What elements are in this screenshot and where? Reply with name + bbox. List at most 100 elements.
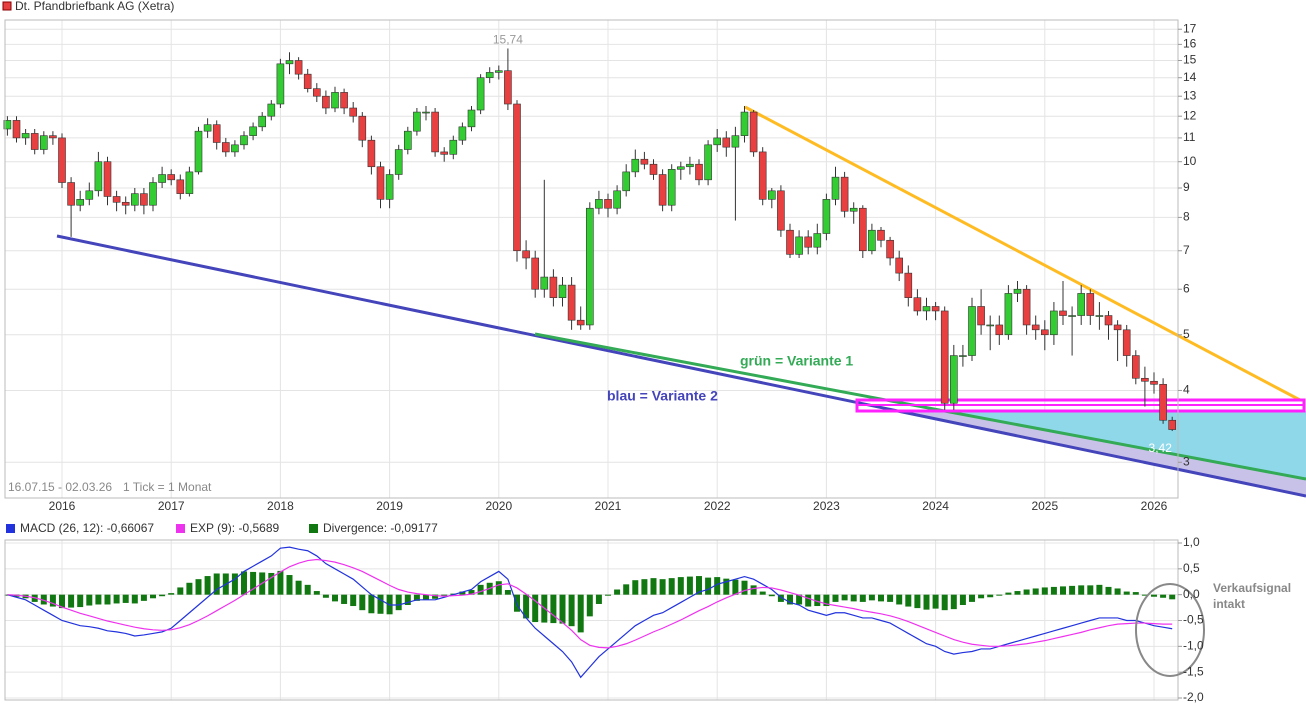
divergence-bar xyxy=(632,580,639,595)
candle-body xyxy=(695,163,703,181)
divergence-bar xyxy=(1078,585,1085,595)
legend-swatch xyxy=(309,524,318,533)
divergence-bar xyxy=(432,594,439,599)
candle-body xyxy=(30,133,39,150)
divergence-bar xyxy=(605,594,611,596)
divergence-bar xyxy=(332,594,338,602)
candle-body xyxy=(1132,355,1140,379)
candle-body xyxy=(349,107,358,117)
candle-body xyxy=(76,199,84,206)
candle-body xyxy=(476,77,485,111)
candle-body xyxy=(385,174,394,200)
divergence-bar xyxy=(468,590,475,595)
y-tick-label: 9 xyxy=(1183,180,1190,194)
divergence-bar xyxy=(559,594,566,624)
divergence-bar xyxy=(140,594,147,601)
divergence-bar xyxy=(441,594,448,596)
candle-body xyxy=(358,115,367,141)
candle-body xyxy=(567,284,576,321)
divergence-bar xyxy=(404,594,411,605)
candle-body xyxy=(422,111,430,114)
divergence-bar xyxy=(131,594,138,604)
x-tick-label: 2022 xyxy=(704,499,731,513)
divergence-bar xyxy=(1114,588,1121,595)
candle-body xyxy=(458,126,467,141)
divergence-bar xyxy=(996,594,1003,596)
legend-swatch xyxy=(176,524,185,533)
divergence-bar xyxy=(550,594,557,624)
y-tick-label: 3 xyxy=(1183,454,1190,468)
divergence-bar xyxy=(122,594,129,603)
candle-body xyxy=(840,176,849,212)
candle-body xyxy=(849,207,858,212)
candle-body xyxy=(12,120,21,139)
candle-body xyxy=(631,158,640,173)
divergence-bar xyxy=(286,575,293,595)
candle-body xyxy=(121,201,130,206)
candle-body xyxy=(1122,329,1131,356)
candle-body xyxy=(831,176,840,200)
y-tick-label: 14 xyxy=(1183,70,1197,84)
candle-body xyxy=(822,199,831,234)
value-label: 3,42 xyxy=(1149,441,1173,455)
candle-body xyxy=(540,276,549,290)
candle-body xyxy=(58,137,66,183)
divergence-bar xyxy=(896,594,903,605)
divergence-bar xyxy=(650,578,657,595)
candle-body xyxy=(558,284,567,298)
candle-body xyxy=(576,319,585,326)
candle-body xyxy=(340,92,348,109)
divergence-bar xyxy=(477,584,484,595)
divergence-bar xyxy=(1169,594,1176,600)
candle-body xyxy=(1095,315,1104,317)
divergence-bar xyxy=(987,594,994,598)
date-range: 16.07.15 - 02.03.26 xyxy=(8,480,112,494)
candle-body xyxy=(1077,293,1085,316)
candle-body xyxy=(267,103,276,117)
candle-body xyxy=(959,355,967,357)
legend-swatch xyxy=(6,524,15,533)
legend-label: EXP (9): -0,5689 xyxy=(190,521,279,535)
candle-body xyxy=(513,103,521,252)
candle-body xyxy=(1059,310,1067,316)
divergence-bar xyxy=(868,594,875,601)
divergence-bar xyxy=(77,594,84,608)
divergence-bar xyxy=(377,594,384,614)
candle-body xyxy=(185,171,194,194)
divergence-bar xyxy=(787,594,793,605)
annotation-green: grün = Variante 1 xyxy=(740,353,853,369)
candle-body xyxy=(804,236,813,248)
x-tick-label: 2020 xyxy=(485,499,512,513)
divergence-bar xyxy=(250,571,257,595)
divergence-bar xyxy=(341,594,348,604)
candle-body xyxy=(1141,377,1149,382)
candle-body xyxy=(686,163,694,168)
divergence-bar xyxy=(859,594,866,602)
divergence-bar xyxy=(686,576,693,595)
divergence-bar xyxy=(850,594,857,602)
candle-body xyxy=(231,144,239,153)
candle-body xyxy=(149,182,157,206)
candle-body xyxy=(440,151,449,155)
candle-body xyxy=(431,111,439,153)
macd-line xyxy=(7,558,1173,649)
x-tick-label: 2017 xyxy=(158,499,185,513)
divergence-bar xyxy=(1023,589,1030,595)
candle-body xyxy=(913,297,922,312)
y-tick-label: 0,0 xyxy=(1183,587,1200,601)
trendline-green xyxy=(534,332,1306,481)
divergence-bar xyxy=(359,594,366,611)
macd-line xyxy=(7,546,1173,679)
x-tick-label: 2026 xyxy=(1141,499,1168,513)
y-tick-label: 15 xyxy=(1183,53,1197,67)
candle-body xyxy=(1050,310,1058,336)
divergence-bar xyxy=(705,577,712,595)
candle-body xyxy=(895,257,904,274)
candle-body xyxy=(604,199,612,209)
divergence-bar xyxy=(732,579,739,595)
divergence-bar xyxy=(914,594,921,609)
divergence-bar xyxy=(104,594,111,605)
divergence-bar xyxy=(941,594,948,611)
divergence-bar xyxy=(195,579,202,595)
candle-body xyxy=(1022,288,1031,326)
